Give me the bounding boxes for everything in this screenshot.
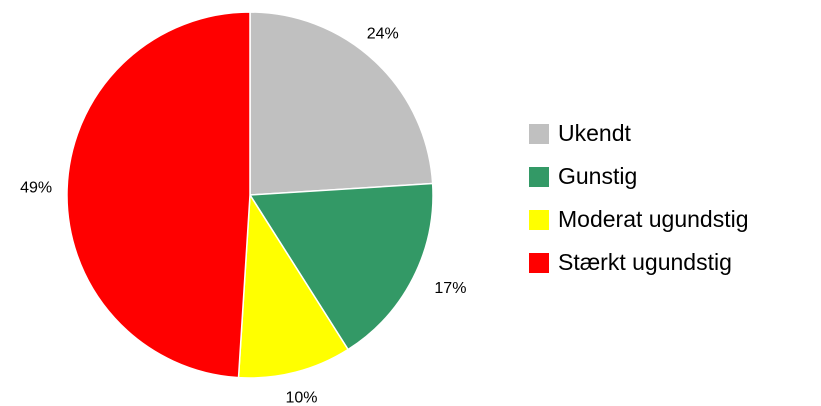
legend-label-staerkt-ugundstig: Stærkt ugundstig: [558, 249, 732, 275]
data-label-ukendt: 24%: [367, 25, 399, 42]
legend-swatch-staerkt-ugundstig: [529, 253, 549, 273]
legend-item-ukendt: Ukendt: [529, 120, 631, 146]
legend-swatch-ukendt: [529, 124, 549, 144]
legend-swatch-moderat-ugundstig: [529, 210, 549, 230]
legend-label-moderat-ugundstig: Moderat ugundstig: [558, 206, 749, 232]
legend: Ukendt Gunstig Moderat ugundstig Stærkt ugu…: [529, 120, 749, 275]
pie-slice-ukendt: [249, 11, 434, 196]
legend-label-gunstig: Gunstig: [558, 163, 637, 189]
legend-swatch-gunstig: [529, 167, 549, 187]
legend-label-ukendt: Ukendt: [558, 120, 631, 146]
legend-item-staerkt-ugundstig: Stærkt ugundstig: [529, 249, 732, 275]
pie-slices: [66, 11, 434, 379]
data-label-staerkt-ugundstig: 49%: [20, 180, 52, 197]
data-label-gunstig: 17%: [434, 280, 466, 297]
pie-slice-gunstig: [249, 182, 434, 351]
legend-item-gunstig: Gunstig: [529, 163, 637, 189]
pie-slice-staerkt-ugundstig: [66, 11, 251, 379]
pie-data-labels: 24% 17% 10% 49%: [20, 25, 466, 406]
pie-slice-moderat-ugundstig: [237, 194, 349, 379]
data-label-moderat-ugundstig: 10%: [285, 390, 317, 406]
legend-item-moderat-ugundstig: Moderat ugundstig: [529, 206, 749, 232]
